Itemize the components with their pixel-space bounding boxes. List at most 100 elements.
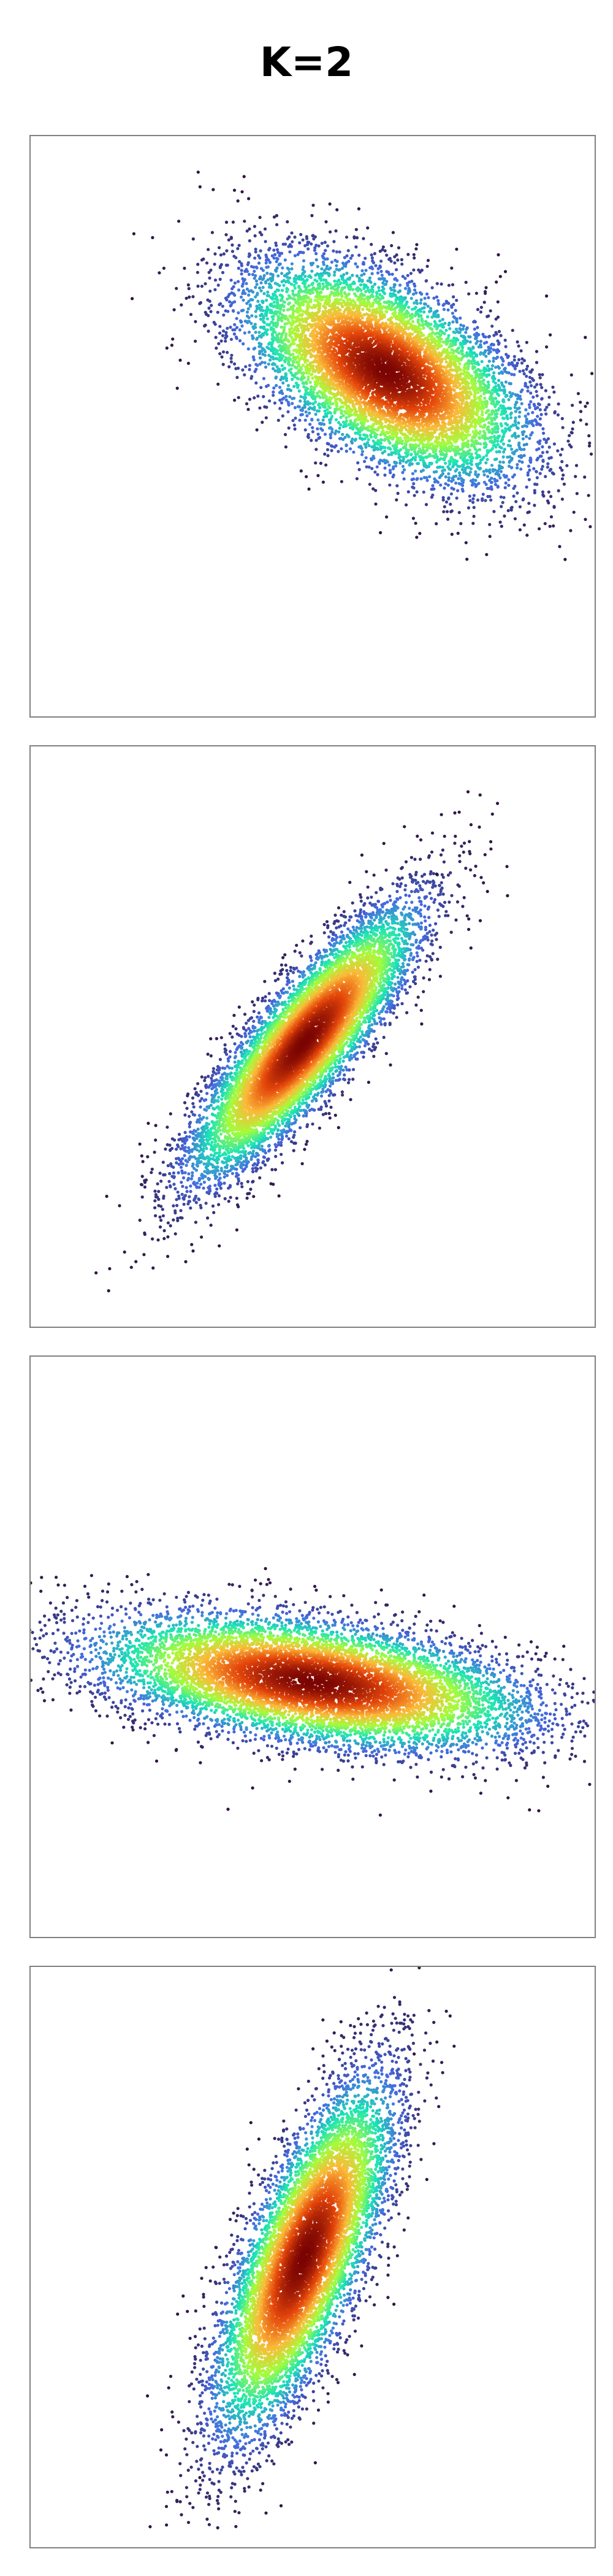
scatter-point	[222, 252, 226, 256]
scatter-point	[504, 353, 508, 356]
scatter-point	[507, 483, 511, 487]
scatter-point	[245, 269, 249, 273]
scatter-point	[329, 230, 332, 234]
scatter-point	[328, 202, 332, 206]
scatter-point	[528, 459, 532, 462]
scatter-point	[257, 286, 262, 290]
scatter-point	[297, 405, 301, 408]
scatter-point	[236, 199, 240, 203]
scatter-point	[500, 407, 504, 410]
scatter-point	[333, 270, 337, 274]
scatter-point	[257, 331, 261, 334]
scatter-point	[332, 240, 336, 243]
scatter-point	[356, 461, 360, 465]
scatter-point	[416, 302, 419, 305]
scatter-point	[175, 286, 178, 290]
scatter-point	[525, 374, 528, 378]
scatter-point	[270, 297, 275, 301]
scatter-point	[300, 413, 304, 416]
scatter-point	[303, 244, 307, 248]
scatter-point	[412, 482, 416, 486]
scatter-point	[538, 408, 542, 412]
scatter-point	[436, 458, 440, 462]
scatter-point	[392, 473, 395, 477]
scatter-point	[387, 453, 390, 456]
scatter-point	[362, 313, 366, 316]
scatter-point	[489, 309, 492, 313]
scatter-point	[237, 288, 241, 292]
scatter-point	[300, 314, 303, 318]
scatter-point	[412, 253, 416, 256]
scatter-point	[501, 455, 505, 459]
scatter-point	[527, 464, 531, 468]
scatter-point	[314, 461, 318, 465]
scatter-point	[280, 280, 284, 283]
scatter-point	[273, 331, 277, 334]
scatter-point	[321, 274, 324, 277]
scatter-point	[479, 305, 484, 309]
scatter-point	[291, 240, 294, 243]
scatter-point	[504, 345, 508, 348]
scatter-point	[516, 466, 519, 470]
scatter-point	[364, 269, 368, 272]
scatter-point	[225, 334, 229, 338]
scatter-point	[511, 434, 514, 438]
scatter-point	[540, 467, 544, 471]
scatter-point	[281, 354, 285, 358]
scatter-point	[451, 283, 455, 286]
scatter-point	[316, 265, 319, 269]
scatter-point	[286, 275, 289, 279]
scatter-point	[411, 293, 416, 296]
scatter-point	[291, 289, 295, 293]
scatter-point	[497, 464, 501, 467]
scatter-point	[280, 319, 284, 323]
scatter-point	[376, 439, 380, 442]
scatter-point	[495, 450, 498, 454]
scatter-point	[302, 265, 305, 269]
scatter-point	[284, 398, 288, 402]
scatter-point	[520, 357, 524, 361]
scatter-point	[456, 338, 460, 342]
scatter-point	[188, 295, 191, 299]
scatter-point	[508, 439, 511, 443]
scatter-point	[196, 263, 200, 266]
scatter-point	[360, 450, 365, 453]
scatter-point	[383, 249, 387, 253]
scatter-point	[501, 371, 504, 375]
scatter-point	[543, 437, 546, 441]
scatter-point	[323, 240, 327, 244]
scatter-point	[409, 296, 413, 301]
scatter-point	[263, 361, 267, 364]
scatter-point	[422, 459, 425, 462]
scatter-point	[460, 402, 463, 406]
scatter-point	[264, 365, 268, 369]
scatter-point	[232, 332, 236, 336]
scatter-point	[290, 262, 294, 266]
scatter-point	[314, 251, 318, 256]
scatter-point	[362, 237, 365, 240]
scatter-point	[413, 301, 416, 305]
scatter-point	[308, 292, 312, 296]
scatter-point	[243, 291, 247, 296]
scatter-point	[492, 359, 495, 363]
scatter-point	[216, 310, 219, 314]
scatter-point	[520, 460, 524, 464]
scatter-point	[449, 502, 452, 506]
scatter-point	[492, 356, 495, 360]
scatter-point	[548, 469, 552, 472]
scatter-point	[479, 339, 483, 343]
scatter-point	[503, 339, 507, 342]
scatter-point	[535, 423, 539, 426]
scatter-point	[245, 282, 248, 285]
scatter-point	[379, 531, 383, 535]
scatter-point	[566, 439, 570, 443]
scatter-point	[414, 247, 418, 251]
scatter-point	[196, 171, 200, 174]
scatter-point	[420, 292, 424, 296]
scatter-point	[486, 380, 490, 384]
scatter-point	[381, 429, 385, 433]
scatter-point	[487, 345, 490, 349]
scatter-point	[279, 307, 283, 311]
scatter-point	[213, 288, 217, 291]
scatter-point	[311, 364, 315, 368]
